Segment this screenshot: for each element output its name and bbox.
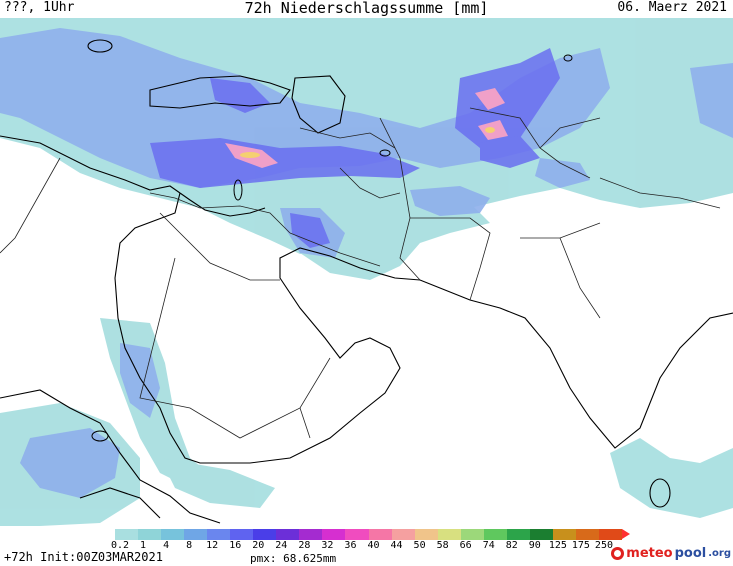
- legend-swatch: [575, 529, 599, 540]
- country-borders: [0, 107, 721, 439]
- meteopool-logo-icon: [611, 547, 625, 560]
- legend-swatch: [437, 529, 461, 540]
- legend-tick-label: 16: [229, 540, 242, 551]
- legend-swatch: [184, 529, 208, 540]
- legend-swatch: [552, 529, 576, 540]
- legend-swatch: [483, 529, 507, 540]
- forecast-init-label: +72h Init:00Z03MAR2021: [4, 550, 163, 564]
- legend-tick-label: 125: [548, 540, 567, 551]
- legend-swatch: [460, 529, 484, 540]
- valid-date: 06. Maerz 2021: [617, 0, 727, 15]
- legend-swatch: [161, 529, 185, 540]
- legend-swatch: [598, 529, 623, 540]
- legend-swatch: [230, 529, 254, 540]
- legend-arrow-icon: [622, 529, 631, 539]
- legend-swatch: [368, 529, 392, 540]
- legend-tick-label: 32: [321, 540, 334, 551]
- precipitation-color-legend: [115, 529, 631, 540]
- legend-tick-label: 175: [571, 540, 590, 551]
- legend-swatch: [506, 529, 530, 540]
- precipitation-max-cores: [240, 127, 495, 158]
- legend-tick-label: 1: [140, 540, 147, 551]
- brand-name-part2: pool: [674, 546, 707, 561]
- legend-swatch: [276, 529, 300, 540]
- lakes: [91, 54, 573, 442]
- legend-swatch: [529, 529, 553, 540]
- legend-swatch: [253, 529, 277, 540]
- legend-tick-label: 74: [482, 540, 495, 551]
- legend-tick-label: 44: [390, 540, 403, 551]
- legend-swatch: [391, 529, 415, 540]
- legend-swatch: [207, 529, 231, 540]
- legend-tick-label: 28: [298, 540, 311, 551]
- legend-tick-label: 40: [367, 540, 380, 551]
- legend-tick-label: 4: [163, 540, 170, 551]
- legend-swatch: [345, 529, 369, 540]
- legend-tick-label: 66: [459, 540, 472, 551]
- legend-tick-label: 8: [186, 540, 193, 551]
- brand-suffix: .org: [708, 548, 731, 559]
- legend-tick-label: 82: [505, 540, 518, 551]
- legend-swatch: [414, 529, 438, 540]
- legend-tick-label: 36: [344, 540, 357, 551]
- legend-tick-labels: 0.2 1 4 8 12 16 20 24 28 32 36 40 44 50 58 66 74 82 90 125 1…: [108, 540, 638, 552]
- legend-tick-label: 0.2: [110, 540, 130, 551]
- legend-tick-label: 58: [436, 540, 449, 551]
- legend-swatch: [138, 529, 162, 540]
- legend-swatch: [115, 529, 139, 540]
- coastlines: [0, 39, 733, 524]
- legend-tick-label: 250: [594, 540, 613, 551]
- legend-tick-label: 50: [413, 540, 426, 551]
- legend-tick-label: 24: [275, 540, 288, 551]
- legend-tick-label: 12: [206, 540, 219, 551]
- legend-tick-label: 90: [528, 540, 541, 551]
- map-title: 72h Niederschlagssumme [mm]: [244, 0, 489, 17]
- meteopool-logo[interactable]: meteo pool .org: [611, 546, 731, 561]
- max-precip-label: pmx: 68.625mm: [250, 552, 337, 565]
- forecast-hour-label: ???, 1Uhr: [4, 0, 75, 15]
- legend-swatch: [322, 529, 346, 540]
- precipitation-map: [0, 18, 733, 526]
- brand-name-part1: meteo: [626, 546, 673, 561]
- legend-swatch: [299, 529, 323, 540]
- legend-tick-label: 20: [252, 540, 265, 551]
